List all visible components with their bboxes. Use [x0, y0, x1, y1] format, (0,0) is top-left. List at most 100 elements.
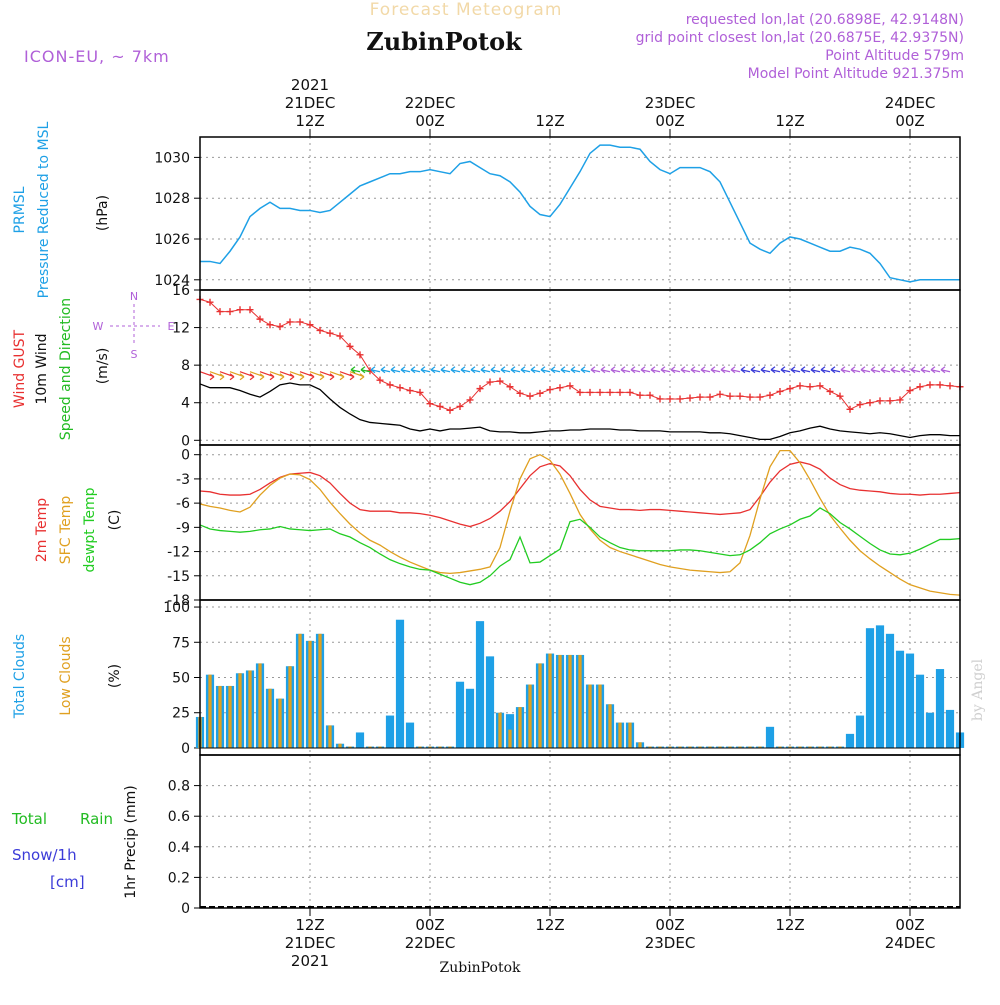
- cloud-low-bar: [448, 746, 452, 748]
- cloud-low-bar: [708, 746, 712, 748]
- wind-direction-arrow: [750, 369, 761, 373]
- y-tick-label: -6: [176, 496, 190, 512]
- wind-label-gust: Wind GUST: [12, 329, 28, 408]
- y-tick-label: -9: [176, 520, 190, 536]
- wind-direction-arrowhead: [840, 366, 846, 374]
- credit-watermark: by Angel: [970, 658, 986, 721]
- gust-marker: [326, 329, 334, 337]
- cloud-low-bar: [288, 666, 292, 748]
- wind-direction-arrowhead: [820, 366, 826, 374]
- wind-direction-arrow: [920, 369, 931, 373]
- gust-marker: [266, 321, 274, 329]
- cloud-total-bar: [885, 633, 895, 748]
- gust-marker: [226, 308, 234, 316]
- cloud-total-bar: [465, 688, 475, 748]
- wind-direction-arrow: [209, 371, 225, 378]
- gust-marker: [396, 384, 404, 392]
- panel-frame: [199, 444, 961, 601]
- wind-direction-arrow: [450, 369, 461, 373]
- gust-marker: [456, 402, 464, 410]
- gust-marker: [786, 385, 794, 393]
- wind-direction-arrow: [890, 369, 901, 373]
- cloud-low-bar: [738, 746, 742, 748]
- gust-marker: [416, 388, 424, 396]
- wind-direction-arrowhead: [650, 366, 656, 374]
- wind-direction-arrow: [790, 369, 801, 373]
- gust-marker: [206, 298, 214, 306]
- cloud-total-bar: [855, 715, 865, 748]
- precip-panel-labels: Total Rain Snow/1h [cm] 1hr Precip (mm): [11, 785, 139, 898]
- wind-direction-arrow: [530, 369, 541, 373]
- wind-direction-arrowhead: [700, 366, 706, 374]
- wind-direction-arrow: [710, 369, 721, 373]
- wind-direction-arrowhead: [279, 373, 285, 381]
- cloud-total-bar: [395, 619, 405, 748]
- wind-unit: (m/s): [95, 348, 111, 385]
- y-tick-label: 12: [172, 321, 190, 337]
- wind-direction-arrowhead: [570, 366, 576, 374]
- wind-direction-arrow: [299, 371, 315, 378]
- closest-point: grid point closest lon,lat (20.6875E, 42…: [636, 30, 964, 46]
- cloud-low-bar: [728, 746, 732, 748]
- gust-marker: [316, 326, 324, 334]
- cloud-low-bar: [558, 654, 562, 748]
- wind-direction-arrow: [420, 369, 431, 373]
- cloud-total-bar: [475, 621, 485, 748]
- wind-direction-arrow: [700, 369, 711, 373]
- wind-direction-arrowhead: [339, 373, 345, 381]
- wind-direction-arrow: [620, 369, 631, 373]
- wind-direction-arrow: [810, 369, 821, 373]
- wind-direction-arrowhead: [590, 366, 596, 374]
- wind-direction-arrowhead: [450, 366, 456, 374]
- wind-direction-arrow: [460, 369, 471, 373]
- wind-direction-arrowhead: [440, 366, 446, 374]
- cloud-total-bar: [895, 650, 905, 748]
- series-sfc-temp-line: [199, 450, 961, 596]
- top-time-label: 00Z: [415, 112, 444, 130]
- wind-direction-arrow: [370, 369, 381, 373]
- wind-direction-arrowhead: [309, 373, 315, 381]
- wind-direction-arrow: [760, 369, 771, 373]
- wind-direction-arrow: [360, 369, 371, 373]
- compass-n: N: [130, 290, 138, 303]
- gust-marker: [666, 395, 674, 403]
- wind-direction-arrow: [670, 369, 681, 373]
- y-tick-label: 0.4: [168, 840, 190, 856]
- gust-marker: [596, 388, 604, 396]
- gust-marker: [336, 332, 344, 340]
- gust-marker: [746, 393, 754, 401]
- wind-direction-arrowhead: [690, 366, 696, 374]
- wind-direction-arrowhead: [850, 366, 856, 374]
- cloud-total-bar: [915, 674, 925, 748]
- wind-direction-arrow: [279, 371, 295, 378]
- panel-frame: [199, 289, 961, 446]
- cloud-low-bar: [678, 746, 682, 748]
- y-tick-label: 0.2: [168, 870, 190, 886]
- y-tick-label: 0.6: [168, 809, 190, 825]
- gust-marker: [736, 392, 744, 400]
- wind-direction-arrowhead: [420, 366, 426, 374]
- wind-direction-arrowhead: [350, 366, 356, 374]
- cloud-low-bar: [308, 640, 312, 748]
- y-tick-label: 1024: [154, 273, 190, 289]
- wind-direction-arrowhead: [790, 366, 796, 374]
- wind-direction-arrow: [470, 369, 481, 373]
- wind-direction-arrow: [349, 371, 365, 378]
- faint-title: Forecast Meteogram: [370, 0, 563, 20]
- wind-direction-arrowhead: [249, 373, 255, 381]
- precip-ylabel: 1hr Precip (mm): [123, 785, 139, 898]
- wind-direction-arrow: [259, 371, 275, 378]
- bottom-time-label: 12Z: [775, 916, 804, 934]
- wind-direction-arrowhead: [209, 373, 215, 381]
- gust-marker: [716, 390, 724, 398]
- cloud-low-bar: [248, 670, 252, 748]
- y-tick-label: -3: [176, 472, 190, 488]
- gust-marker: [856, 401, 864, 409]
- temp-unit: (C): [107, 510, 123, 531]
- wind-direction-arrowhead: [360, 366, 366, 374]
- gust-marker: [606, 388, 614, 396]
- wind-direction-arrowhead: [910, 366, 916, 374]
- wind-direction-arrow: [390, 369, 401, 373]
- cloud-low-bar: [528, 684, 532, 748]
- gust-marker: [836, 392, 844, 400]
